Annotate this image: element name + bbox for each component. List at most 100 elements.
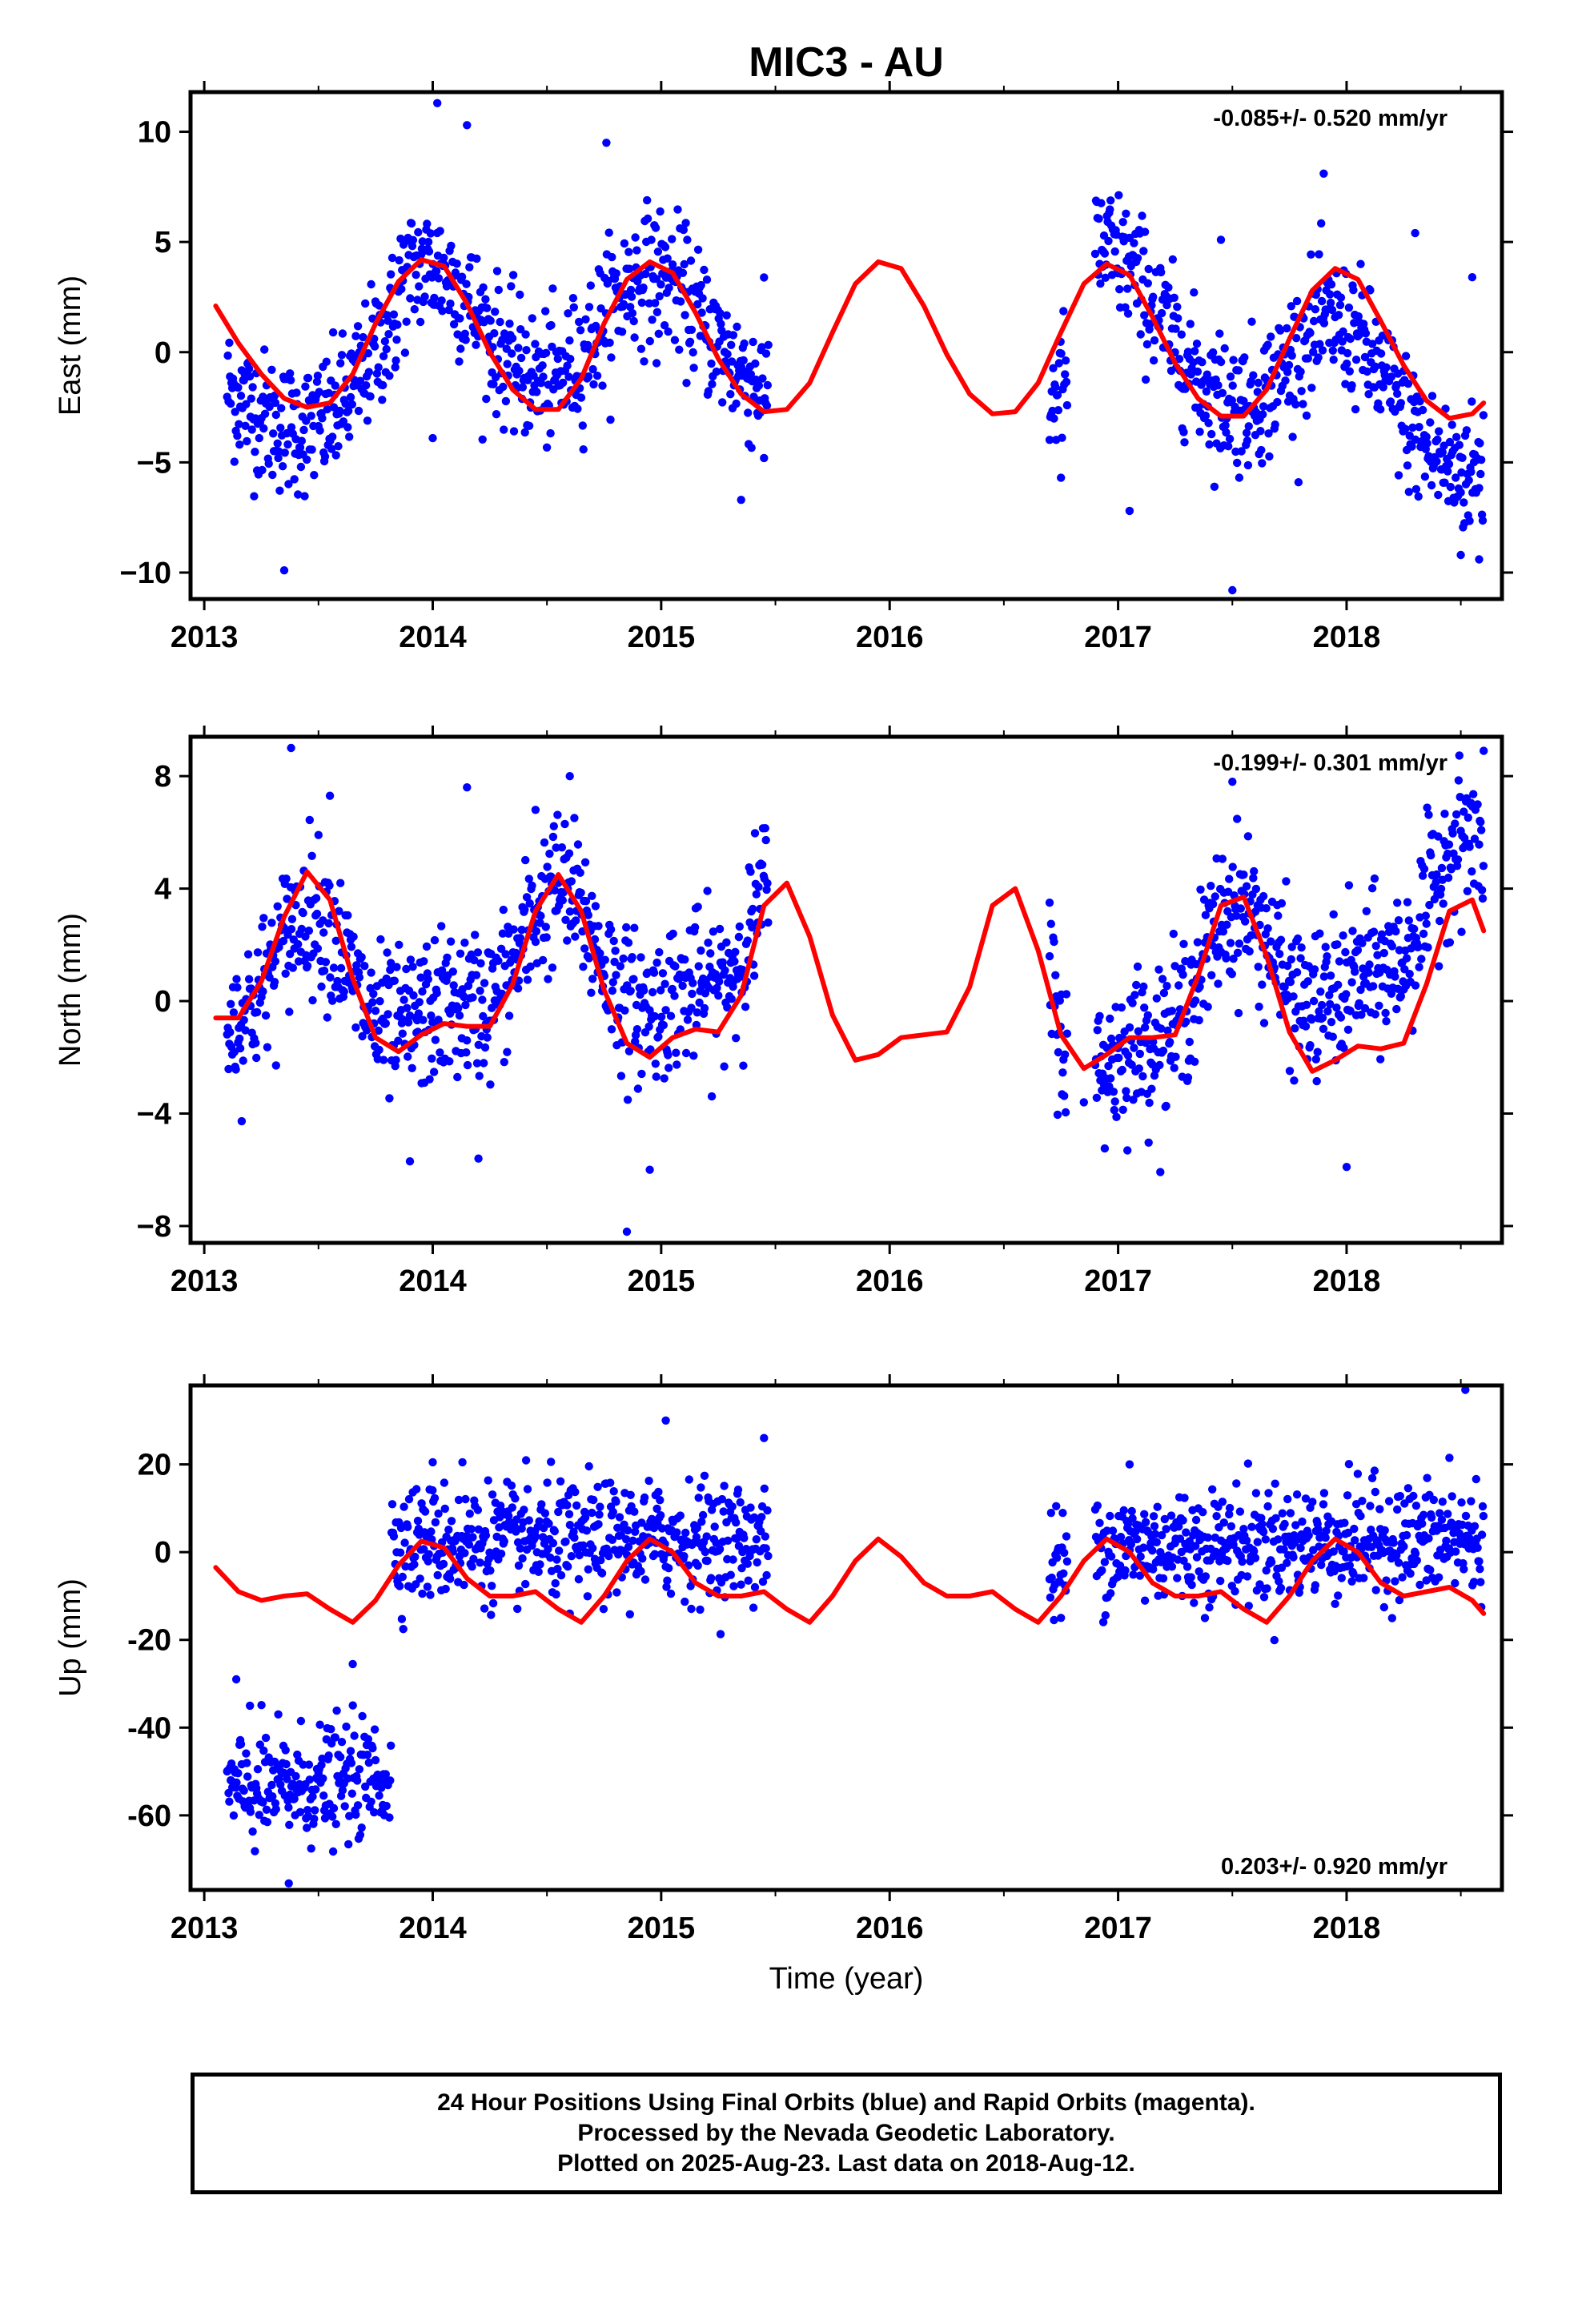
- data-point: [1193, 367, 1203, 376]
- data-point: [1327, 1018, 1336, 1027]
- data-point: [412, 1485, 421, 1494]
- data-point: [632, 1025, 642, 1034]
- data-point: [535, 1517, 544, 1526]
- data-point: [424, 237, 433, 247]
- data-point: [1183, 1073, 1193, 1082]
- data-point: [1405, 431, 1414, 440]
- data-point: [312, 909, 322, 919]
- data-point: [357, 953, 366, 962]
- data-point: [1340, 1518, 1349, 1527]
- data-point: [1218, 1498, 1227, 1506]
- data-point: [1301, 1494, 1311, 1503]
- data-point: [276, 424, 285, 432]
- data-point: [532, 927, 541, 936]
- data-point: [347, 1759, 356, 1767]
- data-point: [576, 326, 585, 335]
- data-point: [379, 380, 387, 390]
- data-point: [531, 937, 540, 947]
- data-point: [311, 894, 321, 903]
- data-point: [277, 404, 286, 412]
- data-point: [1227, 396, 1237, 405]
- data-point: [274, 453, 283, 463]
- data-point: [347, 400, 356, 409]
- data-point: [494, 285, 503, 295]
- data-point: [1431, 878, 1440, 887]
- data-point: [1343, 1491, 1352, 1500]
- data-point: [475, 1072, 484, 1080]
- data-point: [1195, 1015, 1203, 1025]
- data-point: [1410, 924, 1419, 934]
- data-point: [648, 987, 657, 997]
- data-point: [1250, 1546, 1259, 1556]
- data-point: [709, 927, 718, 936]
- data-point: [1447, 420, 1456, 429]
- data-point: [513, 1604, 522, 1614]
- data-point: [461, 336, 470, 344]
- data-point: [290, 1795, 299, 1803]
- data-point: [1239, 1525, 1248, 1534]
- y-axis-title-east: East (mm): [54, 275, 87, 416]
- data-point: [662, 1582, 671, 1591]
- data-point: [460, 329, 469, 338]
- data-point: [651, 223, 661, 232]
- data-point: [1251, 907, 1260, 916]
- data-point: [1094, 214, 1103, 223]
- data-point: [1139, 247, 1148, 255]
- data-point: [1391, 927, 1400, 936]
- data-point: [536, 919, 544, 927]
- data-point: [285, 1820, 294, 1829]
- data-point: [548, 963, 557, 972]
- data-point: [243, 1772, 252, 1781]
- data-point: [567, 877, 576, 886]
- data-point: [428, 1054, 436, 1063]
- data-point: [1122, 1087, 1130, 1096]
- data-point: [319, 967, 329, 975]
- data-point: [1422, 432, 1431, 441]
- data-point: [732, 399, 741, 408]
- data-point: [1271, 420, 1279, 429]
- data-point: [1057, 349, 1066, 358]
- data-point: [1446, 482, 1456, 492]
- data-point: [414, 1009, 424, 1018]
- data-point: [1457, 927, 1466, 936]
- data-point-outlier: [661, 1416, 670, 1425]
- data-point: [287, 915, 297, 923]
- data-point: [538, 361, 547, 370]
- data-point: [1325, 991, 1334, 999]
- data-point: [720, 1062, 729, 1071]
- data-point: [1394, 916, 1403, 925]
- data-point: [732, 1534, 741, 1543]
- data-point: [1062, 1557, 1072, 1566]
- data-point: [362, 1026, 371, 1035]
- data-point: [703, 887, 712, 895]
- data-point: [1173, 1574, 1182, 1582]
- data-point: [1464, 813, 1473, 822]
- data-point: [1391, 1577, 1399, 1586]
- data-point-outlier: [652, 359, 661, 368]
- data-point: [620, 239, 629, 248]
- data-point: [1461, 1511, 1471, 1521]
- data-point: [641, 269, 650, 279]
- data-point: [285, 1007, 294, 1016]
- y-tick-label-north: −4: [137, 1097, 171, 1131]
- data-point: [1106, 1074, 1115, 1083]
- data-point: [335, 907, 343, 915]
- data-point: [1444, 840, 1454, 849]
- data-point: [297, 436, 306, 445]
- data-point: [273, 902, 282, 911]
- data-point: [625, 1610, 634, 1619]
- data-point: [291, 1771, 300, 1781]
- data-point: [1264, 1489, 1273, 1498]
- data-point: [326, 973, 335, 982]
- data-point: [471, 931, 480, 939]
- data-point: [615, 1513, 624, 1522]
- data-point: [416, 317, 425, 327]
- plot-frame-north: [188, 734, 1504, 1245]
- data-point: [1297, 943, 1306, 952]
- data-point: [752, 1535, 761, 1544]
- data-point: [302, 416, 311, 425]
- data-point: [1452, 1547, 1460, 1556]
- data-point: [253, 1765, 263, 1774]
- data-point: [408, 1063, 416, 1073]
- data-point: [227, 999, 235, 1009]
